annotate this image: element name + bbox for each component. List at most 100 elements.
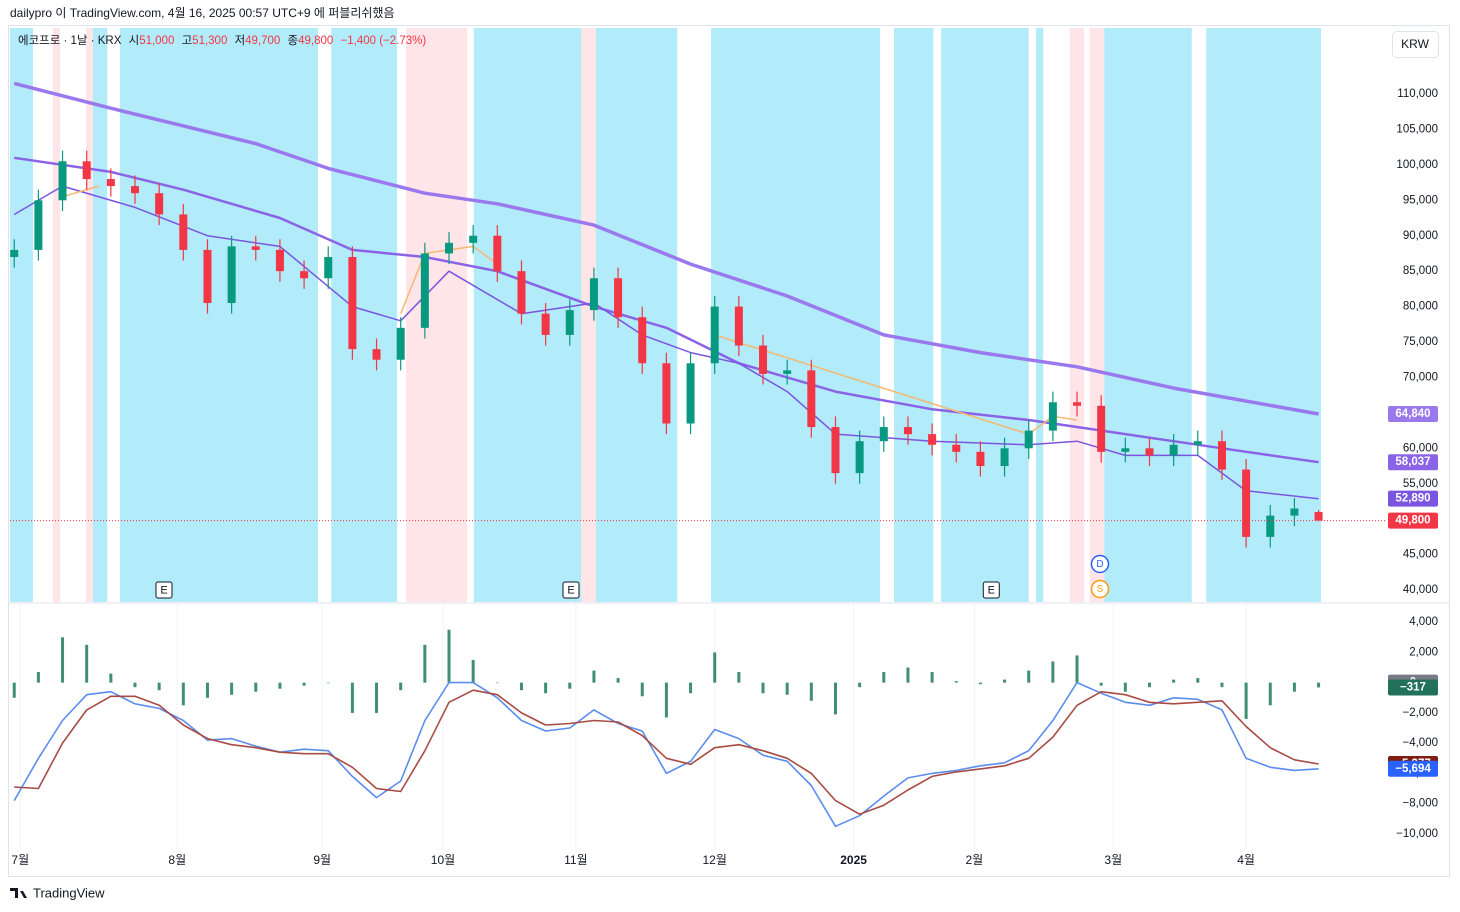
histogram-bar — [254, 682, 258, 692]
histogram-bar — [737, 672, 741, 683]
session-band — [92, 28, 108, 602]
histogram-bar — [423, 644, 427, 683]
value-tag — [1388, 454, 1438, 471]
value-tag-label: 49,800 — [1395, 515, 1430, 527]
value-tag — [1388, 512, 1438, 529]
y-tick-label: 70,000 — [1403, 371, 1438, 383]
session-band — [1104, 28, 1192, 602]
event-label: E — [988, 584, 995, 596]
signal-marker — [1090, 579, 1110, 599]
histogram-bar — [1268, 682, 1272, 706]
candle-body — [686, 363, 695, 424]
y-tick-label: 90,000 — [1403, 230, 1438, 242]
x-tick-label: 12월 — [703, 853, 727, 867]
histogram-bar — [133, 682, 137, 688]
histogram-bar — [471, 659, 475, 683]
x-tick-label: 7월 — [11, 853, 29, 867]
histogram-bar — [278, 682, 282, 689]
value-tag-label: −5,694 — [1395, 763, 1431, 775]
histogram-bar — [544, 682, 548, 694]
histogram-bar — [302, 682, 306, 686]
y-tick-label: 105,000 — [1396, 123, 1438, 135]
candle-body — [58, 161, 67, 201]
value-tag — [1388, 679, 1438, 696]
histogram-bar — [12, 682, 16, 698]
x-tick-label: 8월 — [168, 853, 186, 867]
candle-body — [179, 214, 188, 250]
candle-body — [710, 306, 719, 364]
candle-body — [1000, 448, 1009, 467]
signal-marker — [1090, 554, 1110, 574]
histogram-bar — [954, 681, 958, 683]
histogram-bar — [1317, 682, 1321, 688]
histogram-bar — [1123, 682, 1127, 692]
candle-body — [372, 349, 381, 360]
y-tick-label: −8,000 — [1403, 798, 1439, 810]
y-tick-label: 60,000 — [1403, 442, 1438, 454]
histogram-bar — [761, 682, 765, 694]
histogram-bar — [109, 673, 113, 683]
ohlc-label: 시 — [129, 34, 140, 47]
candle-body — [759, 345, 768, 374]
indicator-line — [13, 81, 1319, 416]
candle-body — [517, 271, 526, 314]
value-tag-label: 58,037 — [1395, 456, 1430, 468]
histogram-bar — [399, 682, 403, 691]
y-tick-label: −2,000 — [1403, 707, 1439, 719]
histogram-bar — [1172, 679, 1176, 683]
session-band — [52, 28, 61, 602]
signal-label: D — [1096, 559, 1103, 570]
y-tick-label: 55,000 — [1403, 478, 1438, 490]
ohlc-value: 51,300 — [192, 35, 227, 47]
histogram-bar — [1147, 682, 1151, 688]
value-tag-label: 64,840 — [1395, 408, 1430, 420]
candle-body — [1169, 444, 1178, 456]
x-tick-label: 3월 — [1104, 853, 1122, 867]
session-band — [86, 28, 93, 602]
change: −1,400 (−2.73%) — [341, 35, 427, 47]
x-tick-label: 9월 — [313, 853, 331, 867]
candle-body — [155, 193, 164, 215]
y-tick-label: 45,000 — [1403, 549, 1438, 561]
value-tag-label: −317 — [1400, 681, 1426, 693]
session-band — [1089, 28, 1105, 602]
ohlc-value: 49,700 — [245, 35, 280, 47]
brand-logo — [10, 888, 27, 898]
histogram-bar — [230, 682, 234, 695]
candle-body — [300, 271, 309, 279]
histogram-bar — [833, 682, 837, 715]
candle-body — [131, 186, 139, 194]
session-band — [1035, 28, 1044, 602]
value-tag-label: 52,890 — [1395, 493, 1430, 505]
value-tag — [1388, 490, 1438, 507]
candle-body — [879, 427, 888, 442]
histogram-bar — [882, 672, 886, 683]
y-tick-label: 40,000 — [1403, 584, 1438, 596]
currency-label[interactable]: KRW — [1401, 37, 1429, 51]
candle-body — [469, 235, 478, 243]
histogram-bar — [568, 682, 572, 689]
y-tick-label: 75,000 — [1403, 336, 1438, 348]
histogram-bar — [713, 652, 717, 683]
candle-body — [541, 313, 550, 335]
ohlc-label: 고 — [182, 35, 193, 47]
ohlc-value: 51,000 — [139, 35, 174, 47]
y-tick-label: 2,000 — [1409, 646, 1438, 658]
histogram-bar — [447, 629, 451, 683]
candle-body — [1073, 402, 1082, 406]
candle-body — [783, 370, 792, 374]
session-band — [595, 28, 678, 602]
histogram-bar — [858, 682, 862, 688]
y-tick-label: 100,000 — [1396, 159, 1438, 171]
value-tag — [1388, 760, 1438, 777]
x-tick-label: 2025 — [840, 853, 867, 867]
currency-button[interactable] — [1392, 31, 1439, 58]
candle-body — [275, 249, 284, 272]
plot: 40,00045,00050,00055,00060,00065,00070,0… — [10, 28, 1438, 867]
y-tick-label: 110,000 — [1397, 88, 1438, 100]
y-tick-label: 95,000 — [1403, 194, 1438, 206]
candle-body — [1217, 441, 1226, 470]
indicator-line — [13, 681, 1319, 828]
histogram-bar — [689, 682, 693, 694]
